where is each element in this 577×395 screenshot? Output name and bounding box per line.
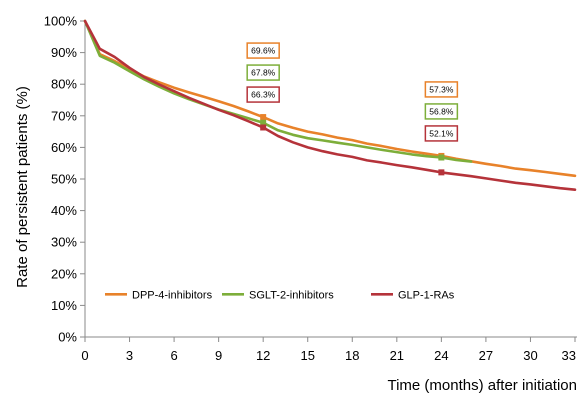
x-axis-title: Time (months) after initiation <box>387 377 577 394</box>
legend: DPP-4-inhibitors SGLT-2-inhibitors GLP-1-R… <box>105 289 455 301</box>
y-tick-label: 50% <box>51 172 77 187</box>
x-tick-label: 15 <box>300 348 314 363</box>
x-tick-label: 30 <box>523 348 537 363</box>
x-tick-label: 21 <box>390 348 404 363</box>
x-tick-label: 9 <box>215 348 222 363</box>
data-label: 52.1% <box>429 128 454 138</box>
y-axis-title: Rate of persistent patients (%) <box>14 86 31 288</box>
data-point-marker <box>260 119 267 126</box>
y-tick-label: 80% <box>51 77 77 92</box>
y-axis: 0% 10% 20% 30% 40% 50% 60% 70% 80% 90% 100% <box>44 14 86 345</box>
y-tick-label: 10% <box>51 298 77 313</box>
data-label: 57.3% <box>429 84 454 94</box>
data-label: 69.6% <box>251 46 276 56</box>
data-point-marker <box>260 124 267 131</box>
x-tick-label: 18 <box>345 348 359 363</box>
y-tick-label: 60% <box>51 140 77 155</box>
data-label-box <box>246 42 280 59</box>
series-line-dpp-4-inhibitors <box>83 19 577 178</box>
y-tick-label: 70% <box>51 108 77 123</box>
legend-label: DPP-4-inhibitors <box>132 289 213 301</box>
y-tick-label: 30% <box>51 235 77 250</box>
data-label: 67.8% <box>251 68 276 78</box>
y-tick-label: 90% <box>51 45 77 60</box>
series-line-sglt-2-inhibitors <box>83 19 473 163</box>
legend-label: GLP-1-RAs <box>398 289 455 301</box>
x-tick-label: 6 <box>170 348 177 363</box>
y-tick-label: 40% <box>51 203 77 218</box>
annotation-layer: 69.6% 67.8% 66.3% 57.3% 56.8% 52.1% <box>246 42 459 176</box>
data-point-marker <box>438 154 445 161</box>
y-tick-label: 0% <box>58 330 77 345</box>
x-tick-label: 3 <box>126 348 133 363</box>
data-label-box <box>246 86 280 103</box>
data-label-box <box>424 103 459 120</box>
x-tick-label: 33 <box>562 348 576 363</box>
x-axis: 0 3 6 9 12 15 18 21 24 27 30 33 <box>81 336 577 363</box>
data-label: 56.8% <box>429 106 454 116</box>
data-label-box <box>246 64 280 81</box>
x-tick-label: 0 <box>81 348 88 363</box>
series-layer <box>83 19 577 191</box>
x-tick-label: 27 <box>479 348 493 363</box>
y-tick-label: 100% <box>44 14 78 29</box>
data-label: 66.3% <box>251 90 276 100</box>
x-tick-label: 24 <box>434 348 448 363</box>
data-point-marker <box>260 114 267 121</box>
y-tick-label: 20% <box>51 266 77 281</box>
x-tick-label: 12 <box>256 348 270 363</box>
data-label-box <box>424 125 459 142</box>
data-label-box <box>424 81 459 98</box>
series-line-glp-1-ras <box>83 19 577 191</box>
data-point-marker <box>438 169 445 176</box>
legend-label: SGLT-2-inhibitors <box>249 289 334 301</box>
